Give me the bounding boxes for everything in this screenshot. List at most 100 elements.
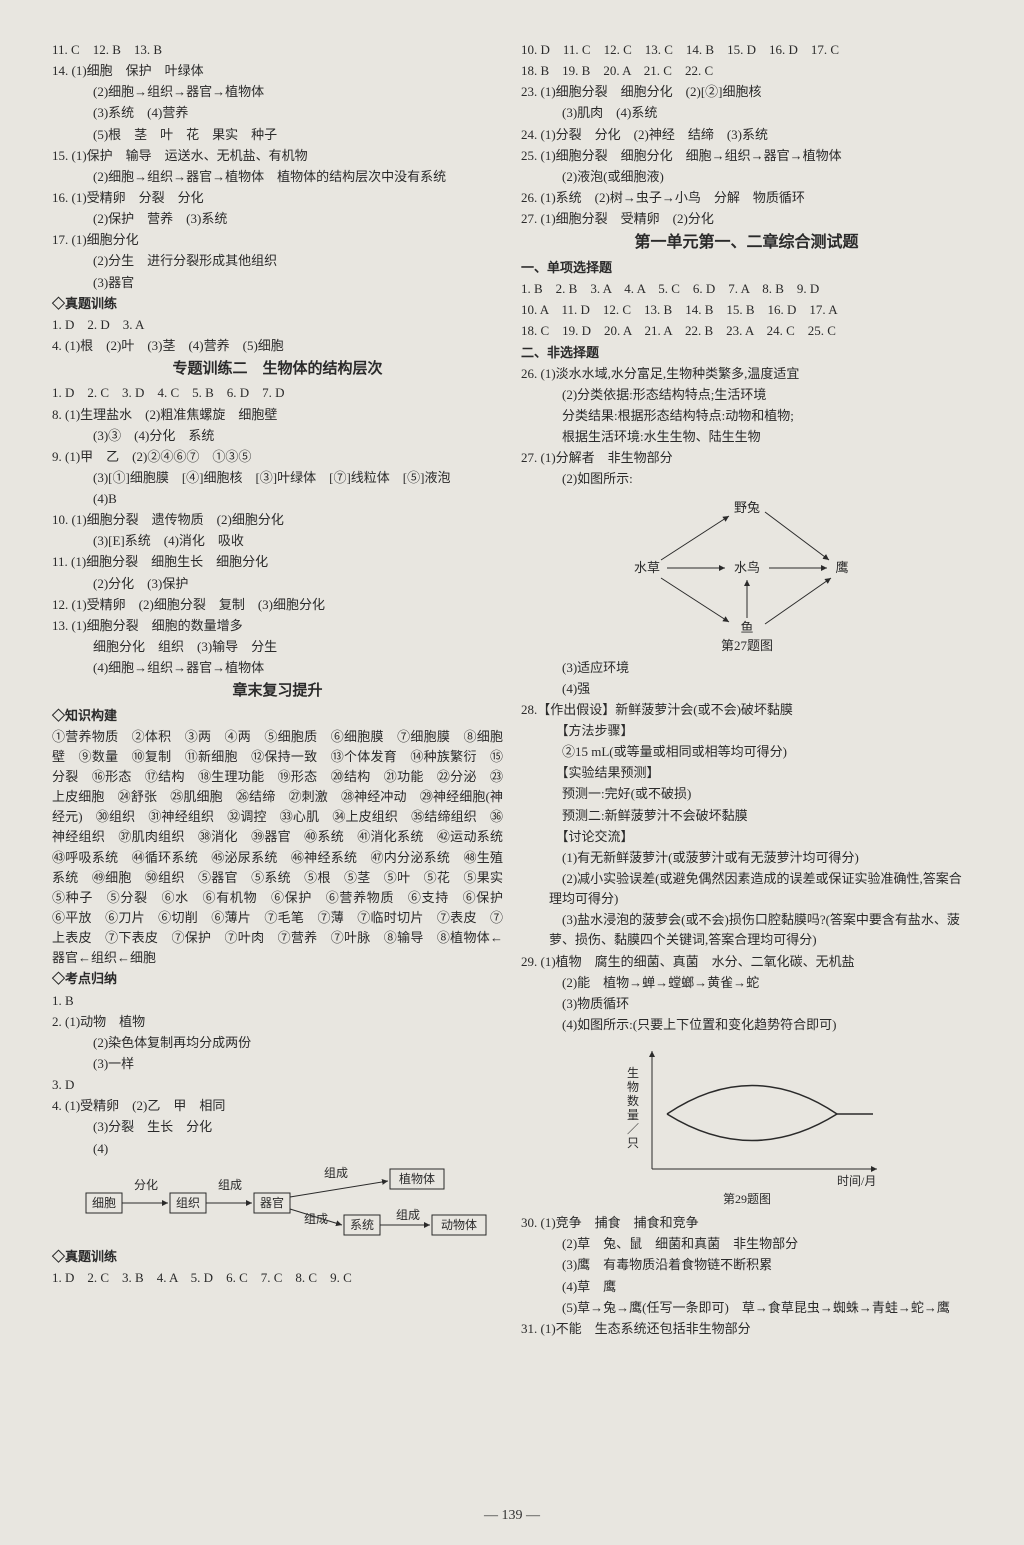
svg-text:系统: 系统 (349, 1218, 373, 1232)
text-line: 1. D 2. D 3. A (52, 315, 503, 335)
population-curve-diagram: 生 物 数 量 ／ 只 时间/月 第29题图 (597, 1039, 897, 1209)
text-line: 10. A 11. D 12. C 13. B 14. B 15. B 16. … (521, 300, 972, 320)
section-heading: ◇真题训练 (52, 294, 503, 314)
svg-text:组成: 组成 (395, 1208, 419, 1222)
svg-text:水草: 水草 (633, 560, 659, 575)
text-line: 【讨论交流】 (521, 827, 972, 847)
text-line: 8. (1)生理盐水 (2)粗准焦螺旋 细胞壁 (52, 405, 503, 425)
svg-text:细胞: 细胞 (91, 1196, 115, 1210)
text-line: (2)染色体复制再均分成两份 (52, 1033, 503, 1053)
text-line: 17. (1)细胞分化 (52, 230, 503, 250)
text-line: 4. (1)根 (2)叶 (3)茎 (4)营养 (5)细胞 (52, 336, 503, 356)
text-line: (2)如图所示: (521, 469, 972, 489)
svg-text:鹰: 鹰 (835, 560, 848, 575)
text-line: 14. (1)细胞 保护 叶绿体 (52, 61, 503, 81)
svg-text:分化: 分化 (133, 1178, 157, 1192)
svg-text:第27题图: 第27题图 (720, 638, 772, 653)
text-line: (3)一样 (52, 1054, 503, 1074)
section-heading: 一、单项选择题 (521, 258, 972, 278)
section-heading: ◇考点归纳 (52, 969, 503, 989)
text-line: 25. (1)细胞分裂 细胞分化 细胞→组织→器官→植物体 (521, 146, 972, 166)
svg-text:生: 生 (627, 1066, 639, 1080)
text-line: (2)细胞→组织→器官→植物体 (52, 82, 503, 102)
q4-flow-diagram: 细胞 分化 组织 组成 器官 组成 植物体 组成 系统 组成 (58, 1163, 498, 1243)
text-line: 分类结果:根据形态结构特点:动物和植物; (521, 406, 972, 426)
text-line: 【实验结果预测】 (521, 763, 972, 783)
svg-text:量: 量 (627, 1108, 639, 1122)
text-line: 4. (1)受精卵 (2)乙 甲 相同 (52, 1096, 503, 1116)
text-line: 【方法步骤】 (521, 721, 972, 741)
text-line: 31. (1)不能 生态系统还包括非生物部分 (521, 1319, 972, 1339)
svg-text:组成: 组成 (323, 1166, 347, 1180)
text-line: 3. D (52, 1075, 503, 1095)
text-line: 27. (1)分解者 非生物部分 (521, 448, 972, 468)
text-line: (2)分化 (3)保护 (52, 574, 503, 594)
svg-text:器官: 器官 (259, 1195, 283, 1210)
text-line: (4)草 鹰 (521, 1277, 972, 1297)
text-line: (3)鹰 有毒物质沿着食物链不断积累 (521, 1255, 972, 1275)
text-line: 10. D 11. C 12. C 13. C 14. B 15. D 16. … (521, 40, 972, 60)
text-line: (2)减小实验误差(或避免偶然因素造成的误差或保证实验准确性,答案合理均可得分) (521, 869, 972, 909)
text-line: 1. B 2. B 3. A 4. A 5. C 6. D 7. A 8. B … (521, 279, 972, 299)
svg-text:鱼: 鱼 (740, 620, 753, 635)
text-line: 根据生活环境:水生生物、陆生生物 (521, 427, 972, 447)
section-title: 专题训练二 生物体的结构层次 (52, 358, 503, 381)
text-line: (2)能 植物→蝉→螳螂→黄雀→蛇 (521, 973, 972, 993)
text-line: (4)强 (521, 679, 972, 699)
text-line: 24. (1)分裂 分化 (2)神经 结缔 (3)系统 (521, 125, 972, 145)
text-line: (1)有无新鲜菠萝汁(或菠萝汁或有无菠萝汁均可得分) (521, 848, 972, 868)
text-line: (3)适应环境 (521, 658, 972, 678)
svg-text:组成: 组成 (217, 1178, 241, 1192)
text-line: 13. (1)细胞分裂 细胞的数量增多 (52, 616, 503, 636)
text-line: (2)保护 营养 (3)系统 (52, 209, 503, 229)
text-line: 27. (1)细胞分裂 受精卵 (2)分化 (521, 209, 972, 229)
text-line: 预测一:完好(或不破损) (521, 784, 972, 804)
section-title: 章末复习提升 (52, 680, 503, 703)
text-line: 1. D 2. C 3. B 4. A 5. D 6. C 7. C 8. C … (52, 1268, 503, 1288)
text-line: 16. (1)受精卵 分裂 分化 (52, 188, 503, 208)
text-line: (5)根 茎 叶 花 果实 种子 (52, 125, 503, 145)
text-line: (3)系统 (4)营养 (52, 103, 503, 123)
text-line: (2)液泡(或细胞液) (521, 167, 972, 187)
svg-text:物: 物 (627, 1080, 639, 1094)
text-line: ②15 mL(或等量或相同或相等均可得分) (521, 742, 972, 762)
text-line: (3)肌肉 (4)系统 (521, 103, 972, 123)
svg-text:时间/月: 时间/月 (837, 1174, 876, 1188)
text-line: 1. D 2. C 3. D 4. C 5. B 6. D 7. D (52, 383, 503, 403)
text-line: 26. (1)淡水水域,水分富足,生物种类繁多,温度适宜 (521, 364, 972, 384)
food-web-diagram: 野兔 水草 水鸟 鹰 鱼 第27题图 (617, 494, 877, 654)
svg-text:动物体: 动物体 (440, 1218, 476, 1232)
text-line: (3)③ (4)分化 系统 (52, 426, 503, 446)
svg-text:第29题图: 第29题图 (722, 1192, 770, 1206)
svg-text:组织: 组织 (175, 1196, 199, 1210)
knowledge-build-text: ①营养物质 ②体积 ③两 ④两 ⑤细胞质 ⑥细胞膜 ⑦细胞膜 ⑧细胞壁 ⑨数量 … (52, 727, 503, 969)
text-line: 10. (1)细胞分裂 遗传物质 (2)细胞分化 (52, 510, 503, 530)
text-line: 12. (1)受精卵 (2)细胞分裂 复制 (3)细胞分化 (52, 595, 503, 615)
text-line: (2)草 兔、鼠 细菌和真菌 非生物部分 (521, 1234, 972, 1254)
text-line: 26. (1)系统 (2)树→虫子→小鸟 分解 物质循环 (521, 188, 972, 208)
text-line: 15. (1)保护 输导 运送水、无机盐、有机物 (52, 146, 503, 166)
text-line: 9. (1)甲 乙 (2)②④⑥⑦ ①③⑤ (52, 447, 503, 467)
text-line: 细胞分化 组织 (3)输导 分生 (52, 637, 503, 657)
text-line: 预测二:新鲜菠萝汁不会破坏黏膜 (521, 806, 972, 826)
left-column: 11. C 12. B 13. B 14. (1)细胞 保护 叶绿体 (2)细胞… (52, 40, 503, 1340)
svg-text:只: 只 (627, 1136, 639, 1150)
text-line: 28.【作出假设】新鲜菠萝汁会(或不会)破坏黏膜 (521, 700, 972, 720)
section-title: 第一单元第一、二章综合测试题 (521, 231, 972, 256)
text-line: (2)分类依据:形态结构特点;生活环境 (521, 385, 972, 405)
text-line: (4)细胞→组织→器官→植物体 (52, 658, 503, 678)
text-line: 18. C 19. D 20. A 21. A 22. B 23. A 24. … (521, 321, 972, 341)
svg-text:／: ／ (627, 1122, 639, 1136)
text-line: 1. B (52, 991, 503, 1011)
text-line: (3)[E]系统 (4)消化 吸收 (52, 531, 503, 551)
text-line: 30. (1)竞争 捕食 捕食和竞争 (521, 1213, 972, 1233)
section-heading: ◇知识构建 (52, 706, 503, 726)
text-line: (4)如图所示:(只要上下位置和变化趋势符合即可) (521, 1015, 972, 1035)
text-line: (2)分生 进行分裂形成其他组织 (52, 251, 503, 271)
section-heading: 二、非选择题 (521, 343, 972, 363)
text-line: (3)分裂 生长 分化 (52, 1117, 503, 1137)
text-line: 11. C 12. B 13. B (52, 40, 503, 60)
svg-text:野兔: 野兔 (733, 500, 759, 515)
text-line: (5)草→兔→鹰(任写一条即可) 草→食草昆虫→蜘蛛→青蛙→蛇→鹰 (521, 1298, 972, 1318)
right-column: 10. D 11. C 12. C 13. C 14. B 15. D 16. … (521, 40, 972, 1340)
